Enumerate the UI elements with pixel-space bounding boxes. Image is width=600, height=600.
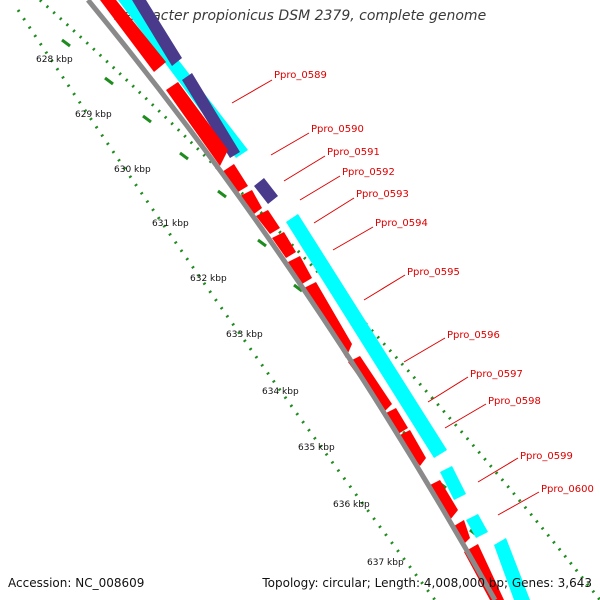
- leader-line: [283, 155, 326, 182]
- gene-label-leaders: [231, 79, 540, 516]
- cds-arrow: [384, 408, 408, 434]
- outer-tick: [179, 151, 189, 161]
- purple-feature-band: [132, 0, 278, 204]
- scale-label-631: 631 kbp: [152, 219, 189, 229]
- gene-label-ppro-0600: Ppro_0600: [541, 484, 594, 495]
- gene-label-ppro-0589: Ppro_0589: [274, 70, 327, 81]
- cyan-feature: [286, 214, 447, 458]
- cds-arrow: [304, 282, 352, 358]
- leader-line: [332, 226, 374, 251]
- scale-label-634: 634 kbp: [262, 387, 299, 397]
- cyan-feature: [494, 538, 530, 600]
- red-cds-band: [100, 0, 504, 600]
- cds-arrow: [222, 164, 248, 192]
- outer-tick: [257, 238, 267, 248]
- cds-arrow: [256, 210, 280, 234]
- purple-feature: [132, 0, 182, 66]
- cyan-feature: [440, 466, 466, 500]
- cds-arrow: [100, 0, 166, 72]
- outer-tick: [142, 114, 152, 124]
- outer-tick: [104, 76, 114, 86]
- leader-line: [313, 197, 355, 224]
- cds-arrow: [428, 480, 458, 520]
- leader-line: [270, 132, 310, 156]
- scale-labels: 628 kbp 629 kbp 630 kbp 631 kbp 632 kbp …: [36, 55, 404, 568]
- map-title: Pelobacter propionicus DSM 2379, complet…: [113, 8, 487, 24]
- cds-arrow: [166, 82, 228, 166]
- inner-scale-ruler: [16, 9, 437, 600]
- leader-line: [299, 175, 341, 201]
- leader-line: [403, 337, 446, 363]
- gene-label-ppro-0596: Ppro_0596: [447, 330, 500, 341]
- leader-line: [363, 274, 406, 301]
- cds-arrow: [240, 190, 262, 214]
- leader-line: [444, 403, 487, 429]
- gene-label-ppro-0599: Ppro_0599: [520, 451, 573, 462]
- gene-label-ppro-0591: Ppro_0591: [327, 147, 380, 158]
- cyan-feature: [466, 514, 488, 538]
- outer-tick: [217, 189, 227, 199]
- gene-label-ppro-0597: Ppro_0597: [470, 369, 523, 380]
- outer-tick: [293, 283, 303, 293]
- scale-label-636: 636 kbp: [333, 500, 370, 510]
- cds-arrow: [288, 256, 312, 284]
- gene-label-ppro-0595: Ppro_0595: [407, 267, 460, 278]
- leader-line: [231, 79, 273, 104]
- outer-tick: [61, 38, 71, 48]
- scale-label-633: 633 kbp: [226, 330, 263, 340]
- leader-line: [497, 491, 540, 516]
- purple-feature: [182, 73, 240, 158]
- scale-label-637: 637 kbp: [367, 558, 404, 568]
- gene-label-ppro-0598: Ppro_0598: [488, 396, 541, 407]
- gene-label-ppro-0593: Ppro_0593: [356, 189, 409, 200]
- gene-label-ppro-0594: Ppro_0594: [375, 218, 428, 229]
- scale-label-635: 635 kbp: [298, 443, 335, 453]
- accession-text: Accession: NC_008609: [8, 576, 145, 590]
- purple-feature: [254, 178, 278, 204]
- scale-label-630: 630 kbp: [114, 165, 151, 175]
- scale-label-628: 628 kbp: [36, 55, 73, 65]
- gene-label-ppro-0590: Ppro_0590: [311, 124, 364, 135]
- gene-label-ppro-0592: Ppro_0592: [342, 167, 395, 178]
- scale-label-629: 629 kbp: [75, 110, 112, 120]
- leader-line: [477, 457, 519, 483]
- cds-arrow: [454, 520, 470, 546]
- cds-arrow: [272, 232, 296, 258]
- leader-line: [427, 376, 469, 403]
- scale-label-632: 632 kbp: [190, 274, 227, 284]
- gene-labels: Ppro_0589 Ppro_0590 Ppro_0591 Ppro_0592 …: [274, 70, 594, 495]
- genome-summary-text: Topology: circular; Length: 4,008,000 bp…: [262, 576, 592, 590]
- cds-arrow: [398, 430, 426, 466]
- genome-backbone: [86, 0, 498, 600]
